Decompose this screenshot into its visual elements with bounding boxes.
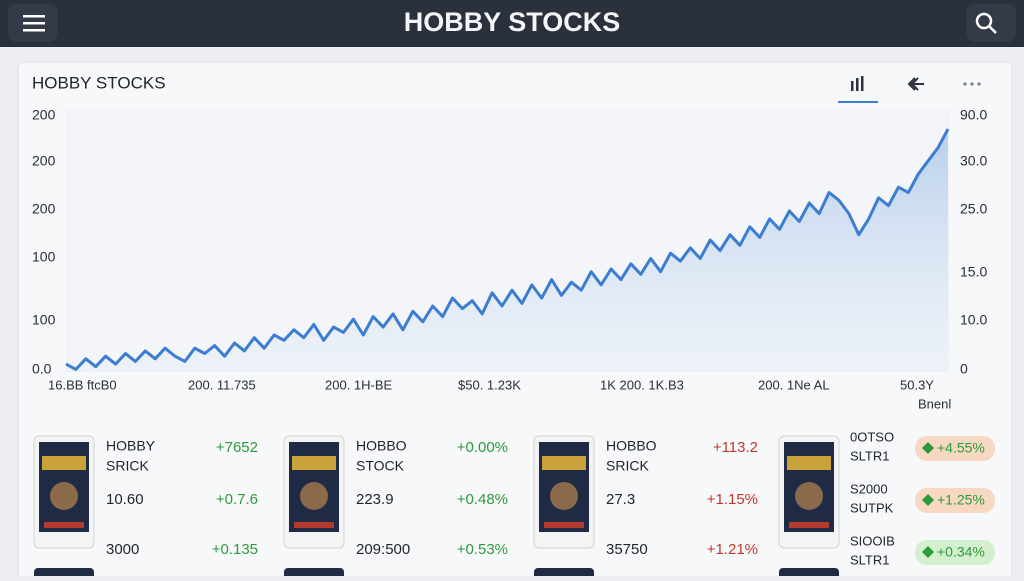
x-axis-label: 50.3Y: [900, 377, 934, 392]
x-axis-label: 200. 1Ne AL: [758, 377, 830, 392]
stock-change: +0.48%: [457, 491, 508, 508]
top-bar: [0, 0, 1024, 47]
x-axis-label: 16.BB ftcB0: [48, 377, 117, 392]
stock-name: HOBBO: [356, 438, 407, 454]
stock-name: HOBBO: [606, 438, 657, 454]
watch-name: S2000: [850, 481, 888, 496]
stock-change: +1.21%: [707, 541, 758, 558]
menu-button[interactable]: [8, 4, 58, 42]
stock-value: 223.9: [356, 491, 394, 508]
card-footer: [544, 522, 584, 528]
left-axis-label: 0.0: [32, 361, 52, 377]
card-image: [779, 568, 839, 581]
stock-change: +113.2: [713, 439, 758, 456]
watch-name: SIOOIB: [850, 533, 895, 548]
x-axis-note: Bnenl: [918, 396, 951, 411]
card-image: [284, 568, 344, 581]
panel-title: HOBBY STOCKS: [32, 73, 166, 92]
stock-change: +7652: [216, 439, 258, 456]
stock-name: HOBBY: [106, 438, 156, 454]
price-line: [65, 128, 950, 371]
left-axis-label: 200: [32, 107, 56, 123]
stock-name: STOCK: [356, 458, 405, 474]
left-axis-label: 200: [32, 153, 56, 169]
badge-icon: [922, 442, 934, 454]
stock-name: SRICK: [106, 458, 149, 474]
more-button[interactable]: [963, 82, 981, 86]
x-axis-label: 200. 1H-BE: [325, 377, 393, 392]
right-axis-label: 10.0: [960, 312, 987, 328]
watch-change: +1.25%: [937, 492, 985, 508]
x-axis-label: 1K 200. 1K.B3: [600, 377, 684, 392]
search-button[interactable]: [966, 4, 1016, 42]
stock-value: 10.60: [106, 491, 144, 508]
stock-change: +1.15%: [707, 491, 758, 508]
card-figure: [50, 482, 78, 510]
chart: 200 200 200 100 100 0.0 90.0 30.0 25.0 15.0 10.0 0 1…: [32, 107, 987, 412]
card-footer: [789, 522, 829, 528]
card-figure: [300, 482, 328, 510]
right-axis-label: 30.0: [960, 153, 987, 169]
card-figure: [795, 482, 823, 510]
change-badge: [915, 436, 995, 461]
left-axis-label: 200: [32, 201, 56, 217]
card-footer: [294, 522, 334, 528]
change-badge: [915, 540, 995, 565]
card-footer: [44, 522, 84, 528]
stock-change: +0.7.6: [216, 491, 258, 508]
watch-change: +4.55%: [937, 440, 985, 456]
watch-name: 0OTSO: [850, 429, 894, 444]
compare-button[interactable]: [907, 77, 924, 91]
card-banner: [292, 456, 336, 470]
stock-change: +0.135: [212, 541, 258, 558]
left-axis-label: 100: [32, 312, 56, 328]
stock-value: 3000: [106, 541, 139, 558]
bar-chart-toggle[interactable]: [838, 76, 878, 103]
right-axis-label: 90.0: [960, 107, 987, 123]
card-image: [534, 568, 594, 581]
badge-icon: [922, 494, 934, 506]
right-axis-label: 15.0: [960, 264, 987, 280]
right-axis-label: 25.0: [960, 201, 987, 217]
watch-name: SUTPK: [850, 500, 894, 515]
app-title: HOBBY STOCKS: [404, 7, 621, 37]
watch-name: SLTR1: [850, 448, 890, 463]
stock-name: SRICK: [606, 458, 649, 474]
left-axis-label: 100: [32, 249, 56, 265]
watch-change: +0.34%: [937, 544, 985, 560]
card-banner: [542, 456, 586, 470]
stock-value: 35750: [606, 541, 648, 558]
area-fill: [66, 129, 948, 372]
card-banner: [42, 456, 86, 470]
stock-list: HOBBY SRICK +7652 10.60 +0.7.6 3000 +0.135 HOBB…: [33, 429, 995, 581]
stock-value: 209:500: [356, 541, 410, 558]
stock-change: +0.00%: [457, 439, 508, 456]
stock-change: +0.53%: [457, 541, 508, 558]
card-image: [34, 568, 94, 581]
x-axis-label: $50. 1.23K: [458, 377, 521, 392]
x-axis-label: 200. 11.735: [188, 377, 256, 392]
card-figure: [550, 482, 578, 510]
stock-value: 27.3: [606, 491, 635, 508]
badge-icon: [922, 546, 934, 558]
change-badge: [915, 488, 995, 513]
card-banner: [787, 456, 831, 470]
watch-name: SLTR1: [850, 552, 890, 567]
right-axis-label: 0: [960, 361, 968, 377]
